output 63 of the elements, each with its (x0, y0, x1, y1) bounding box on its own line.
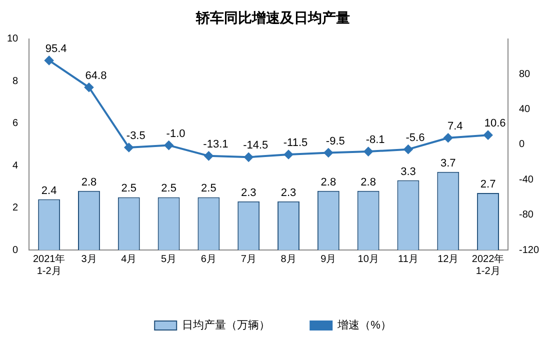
data-label: 3.3 (400, 166, 416, 178)
y-tick-label: 2 (12, 202, 19, 214)
point (164, 140, 174, 150)
y-tick-label: 0 (12, 244, 19, 256)
data-label: 2.3 (280, 186, 296, 199)
chart-title: 轿车同比增速及日均产量 (195, 9, 350, 26)
y2-tick-label: -80 (518, 210, 534, 221)
x-tick-label: 12月 (438, 254, 459, 265)
x-tick-label: 3月 (81, 254, 97, 265)
legend-label: 日均产量（万辆） (182, 318, 270, 332)
data-label: 2.8 (360, 176, 376, 188)
data-label: 10.6 (484, 118, 506, 130)
data-label: -1.0 (166, 128, 186, 140)
data-label: -11.5 (283, 137, 308, 150)
point (204, 151, 214, 160)
point (84, 82, 94, 92)
x-tick-label: 8月 (280, 254, 296, 265)
point (484, 130, 493, 140)
x-tick-label: 7月 (240, 254, 256, 265)
data-label: 2.3 (240, 186, 256, 199)
data-label: -3.5 (126, 130, 146, 142)
data-label: 3.7 (440, 157, 456, 170)
data-label: 2.8 (320, 176, 336, 188)
data-label: 2.5 (121, 182, 137, 195)
x-tick-label: 6月 (200, 254, 216, 265)
data-label: -13.1 (203, 138, 228, 150)
data-label: -14.5 (243, 140, 268, 152)
x-tick-label: 2022年 1-2月 (472, 252, 504, 277)
y-tick-label: 10 (7, 34, 19, 45)
data-label: 95.4 (45, 42, 67, 55)
data-label: 7.4 (447, 120, 463, 132)
point (244, 152, 254, 162)
y2-tick-label: 80 (518, 68, 531, 80)
legend-label: 增速（%） (336, 318, 392, 332)
point (44, 56, 54, 65)
point (364, 147, 373, 156)
point (284, 150, 294, 160)
y2-tick-label: -40 (518, 174, 534, 186)
x-tick-label: 5月 (161, 254, 177, 265)
y-tick-label: 8 (12, 76, 19, 87)
data-label: -8.1 (366, 134, 385, 146)
y2-tick-label: 40 (518, 104, 531, 115)
x-tick-label: 2021年 1-2月 (32, 252, 66, 277)
x-tick-label: 10月 (358, 254, 379, 265)
y2-tick-label: -120 (518, 244, 540, 256)
data-label: -5.6 (406, 132, 425, 144)
x-tick-label: 11月 (398, 254, 418, 265)
y-tick-label: 6 (12, 118, 19, 130)
x-tick-label: 4月 (121, 254, 137, 265)
point (124, 142, 134, 152)
point (404, 144, 413, 154)
point (324, 148, 333, 158)
y-tick-label: 4 (12, 160, 19, 172)
data-label: 2.8 (81, 176, 97, 188)
data-label: 2.4 (41, 184, 57, 197)
point (444, 133, 453, 142)
data-label: 2.7 (480, 178, 496, 191)
y2-tick-label: 0 (518, 139, 525, 150)
x-tick-label: 9月 (320, 254, 336, 265)
data-label: 2.5 (201, 182, 216, 195)
data-label: -9.5 (326, 135, 345, 148)
data-label: 2.5 (161, 182, 176, 195)
data-label: 64.8 (85, 70, 107, 82)
